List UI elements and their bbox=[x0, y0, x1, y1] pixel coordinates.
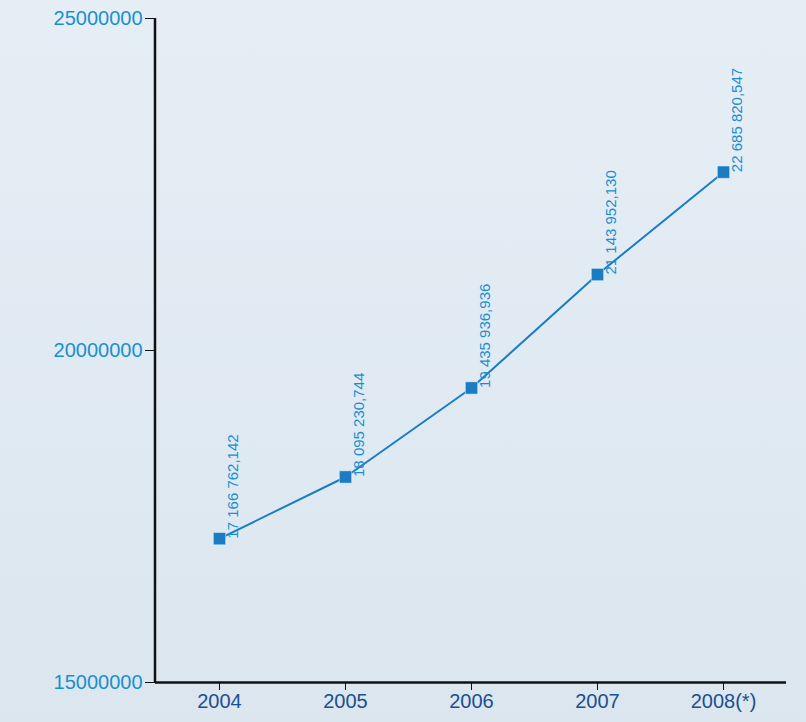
svg-text:19 435 936,936: 19 435 936,936 bbox=[476, 284, 493, 388]
svg-text:21 143 952,130: 21 143 952,130 bbox=[602, 170, 619, 274]
svg-text:17 166 762,142: 17 166 762,142 bbox=[224, 434, 241, 538]
svg-text:22 685 820,547: 22 685 820,547 bbox=[728, 68, 745, 172]
svg-text:25000000: 25000000 bbox=[54, 7, 143, 29]
svg-text:2006: 2006 bbox=[449, 690, 494, 712]
svg-text:2005: 2005 bbox=[323, 690, 368, 712]
svg-text:20000000: 20000000 bbox=[54, 339, 143, 361]
svg-text:2004: 2004 bbox=[197, 690, 242, 712]
svg-text:2007: 2007 bbox=[575, 690, 620, 712]
svg-text:2008(*): 2008(*) bbox=[691, 690, 757, 712]
svg-text:18 095 230,744: 18 095 230,744 bbox=[350, 373, 367, 477]
svg-text:15000000: 15000000 bbox=[54, 671, 143, 693]
